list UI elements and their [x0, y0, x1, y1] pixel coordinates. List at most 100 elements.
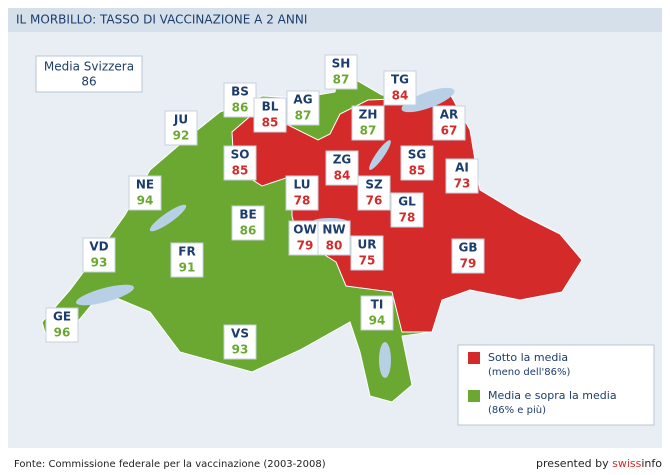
canton-value: 87 [333, 73, 350, 87]
lake [369, 140, 391, 170]
canton-code: GE [53, 310, 71, 324]
canton-code: SO [231, 148, 250, 162]
canton-label-box [82, 237, 116, 273]
lake [149, 204, 187, 232]
canton-label-box [360, 295, 394, 331]
canton-label-box [351, 105, 385, 141]
canton-code: BS [231, 85, 249, 99]
canton-value: 92 [173, 129, 190, 143]
canton-label-box [432, 105, 466, 141]
canton-value: 93 [232, 343, 249, 357]
canton-code: LU [294, 178, 311, 192]
credit: presented by swissinfo [536, 457, 662, 470]
canton-value: 86 [232, 101, 249, 115]
canton-label-box [170, 242, 204, 278]
canton-code: VD [89, 240, 108, 254]
canton-value: 93 [91, 256, 108, 270]
canton-label-box [231, 205, 265, 241]
canton-label-box [128, 175, 162, 211]
canton-code: BL [262, 100, 279, 114]
canton-value: 94 [137, 194, 154, 208]
canton-code: JU [173, 113, 188, 127]
canton-label-box [223, 145, 257, 181]
canton-label-box [285, 175, 319, 211]
canton-label-box [223, 324, 257, 360]
canton-code: AG [293, 93, 312, 107]
canton-value: 84 [334, 169, 351, 183]
canton-label-box [357, 175, 391, 211]
canton-code: SH [332, 57, 351, 71]
canton-code: TI [371, 298, 384, 312]
canton-code: FR [178, 245, 195, 259]
canton-label-box [286, 90, 320, 126]
average-label: Media Svizzera [44, 60, 134, 74]
canton-value: 67 [441, 124, 458, 138]
canton-code: BE [239, 208, 256, 222]
source: Fonte: Commissione federale per la vacci… [14, 459, 326, 470]
lake [75, 284, 135, 306]
canton-value: 96 [54, 326, 71, 340]
canton-code: AR [440, 108, 459, 122]
canton-label-box [350, 235, 384, 271]
canton-code: GB [459, 241, 478, 255]
canton-value: 79 [460, 257, 477, 271]
credit-text: presented by [536, 457, 609, 470]
canton-label-box [325, 150, 359, 186]
canton-label-box [223, 82, 257, 118]
canton-label-box [288, 220, 322, 256]
canton-code: UR [358, 238, 377, 252]
average-value: 86 [81, 75, 96, 89]
legend-swatch [468, 352, 480, 364]
canton-code: NE [136, 178, 154, 192]
canton-value: 75 [359, 254, 376, 268]
canton-label-box [383, 70, 417, 106]
canton-value: 85 [409, 164, 426, 178]
title-bar [8, 8, 662, 32]
canton-value: 85 [232, 164, 249, 178]
legend-box [457, 344, 655, 426]
brand-part: swiss [612, 457, 642, 470]
legend-label: (86% e più) [488, 404, 546, 416]
canton-code: NW [322, 223, 345, 237]
canton-value: 80 [326, 239, 343, 253]
brand-part: info [641, 457, 662, 470]
canton-code: OW [293, 223, 316, 237]
canton-value: 94 [369, 314, 386, 328]
canton-code: VS [231, 327, 249, 341]
canton-code: ZH [359, 108, 378, 122]
canton-value: 84 [392, 89, 409, 103]
average-box [35, 55, 143, 93]
canton-value: 87 [360, 124, 377, 138]
canton-label-box [390, 192, 424, 228]
canton-value: 78 [294, 194, 311, 208]
canton-label-box [164, 110, 198, 146]
canton-label-box [45, 307, 79, 343]
canton-label-box [253, 97, 287, 133]
canton-code: ZG [333, 153, 352, 167]
legend-label: Media e sopra la media [488, 389, 617, 402]
canton-label-box [324, 54, 358, 90]
title: IL MORBILLO: TASSO DI VACCINAZIONE A 2 A… [16, 13, 307, 27]
legend-label: (meno dell'86%) [488, 367, 570, 378]
canton-value: 78 [399, 211, 416, 225]
canton-label-box [451, 238, 485, 274]
canton-label-box [400, 145, 434, 181]
lake [379, 342, 391, 378]
canton-value: 73 [454, 177, 471, 191]
canton-code: TG [391, 73, 409, 87]
legend-label: Sotto la media [488, 351, 568, 364]
canton-value: 91 [179, 261, 196, 275]
canton-value: 85 [262, 116, 279, 130]
canton-value: 86 [240, 224, 257, 238]
lake [401, 87, 455, 113]
legend-swatch [468, 390, 480, 402]
canton-code: SG [408, 148, 427, 162]
canton-code: SZ [365, 178, 383, 192]
canton-value: 87 [295, 109, 312, 123]
canton-code: AI [455, 161, 469, 175]
canton-label-box [317, 220, 351, 256]
canton-value: 79 [297, 239, 314, 253]
canton-code: GL [398, 195, 416, 209]
